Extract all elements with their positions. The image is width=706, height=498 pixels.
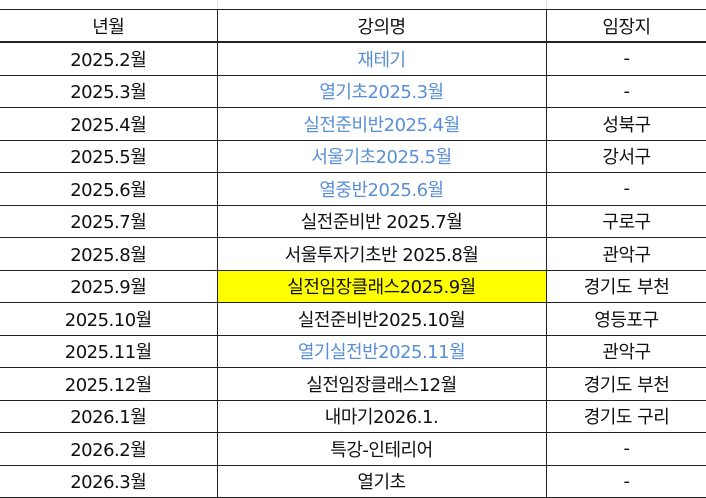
- gridline: [217, 0, 218, 9]
- lecture-cell[interactable]: 열기초: [216, 464, 547, 498]
- header-location[interactable]: 임장지: [545, 9, 706, 43]
- header-row: 년월 강의명 임장지: [0, 9, 706, 43]
- month-cell[interactable]: 2025.11월: [0, 334, 218, 368]
- location-cell[interactable]: -: [545, 172, 706, 206]
- table-row: 2025.11월 열기실전반2025.11월 관악구: [0, 334, 706, 368]
- month-cell[interactable]: 2025.10월: [0, 302, 218, 336]
- location-cell[interactable]: -: [545, 464, 706, 498]
- lecture-cell[interactable]: 실전임장클래스2025.9월: [216, 269, 547, 303]
- table-row: 2026.1월 내마기2026.1. 경기도 구리: [0, 399, 706, 433]
- location-cell[interactable]: 경기도 구리: [545, 399, 706, 433]
- month-cell[interactable]: 2025.5월: [0, 139, 218, 173]
- row-above-header: [0, 0, 706, 9]
- month-cell[interactable]: 2025.8월: [0, 237, 218, 271]
- lecture-cell[interactable]: 서울투자기초반 2025.8월: [216, 237, 547, 271]
- table-row: 2026.2월 특강-인테리어 -: [0, 432, 706, 466]
- lecture-cell[interactable]: 내마기2026.1.: [216, 399, 547, 433]
- month-cell[interactable]: 2026.1월: [0, 399, 218, 433]
- table-row: 2026.3월 열기초 -: [0, 464, 706, 498]
- lecture-cell[interactable]: 열기실전반2025.11월: [216, 334, 547, 368]
- gridline: [546, 0, 547, 9]
- location-cell[interactable]: 구로구: [545, 204, 706, 238]
- lecture-cell[interactable]: 실전준비반2025.10월: [216, 302, 547, 336]
- table-row: 2025.12월 실전임장클래스12월 경기도 부천: [0, 367, 706, 401]
- location-cell[interactable]: 영등포구: [545, 302, 706, 336]
- month-cell[interactable]: 2026.2월: [0, 432, 218, 466]
- month-cell[interactable]: 2025.7월: [0, 204, 218, 238]
- lecture-cell[interactable]: 특강-인테리어: [216, 432, 547, 466]
- table-row: 2025.3월 열기초2025.3월 -: [0, 74, 706, 108]
- month-cell[interactable]: 2025.3월: [0, 74, 218, 108]
- location-cell[interactable]: 경기도 부천: [545, 269, 706, 303]
- table-row: 2025.9월 실전임장클래스2025.9월 경기도 부천: [0, 269, 706, 303]
- table-row: 2025.7월 실전준비반 2025.7월 구로구: [0, 204, 706, 238]
- month-cell[interactable]: 2026.3월: [0, 464, 218, 498]
- location-cell[interactable]: 성북구: [545, 107, 706, 141]
- lecture-cell[interactable]: 실전준비반2025.4월: [216, 107, 547, 141]
- month-cell[interactable]: 2025.6월: [0, 172, 218, 206]
- lecture-schedule-table: 년월 강의명 임장지 2025.2월 재테기 -2025.3월 열기초2025.3월 -…: [0, 9, 706, 498]
- location-cell[interactable]: 강서구: [545, 139, 706, 173]
- lecture-cell[interactable]: 실전준비반 2025.7월: [216, 204, 547, 238]
- lecture-cell[interactable]: 열기초2025.3월: [216, 74, 547, 108]
- month-cell[interactable]: 2025.2월: [0, 41, 218, 76]
- table-row: 2025.10월 실전준비반2025.10월 영등포구: [0, 302, 706, 336]
- lecture-cell[interactable]: 재테기: [216, 41, 547, 76]
- header-lecture[interactable]: 강의명: [216, 9, 547, 43]
- month-cell[interactable]: 2025.4월: [0, 107, 218, 141]
- table-row: 2025.5월 서울기초2025.5월 강서구: [0, 139, 706, 173]
- lecture-cell[interactable]: 열중반2025.6월: [216, 172, 547, 206]
- table-row: 2025.8월 서울투자기초반 2025.8월 관악구: [0, 237, 706, 271]
- table-row: 2025.4월 실전준비반2025.4월 성북구: [0, 107, 706, 141]
- month-cell[interactable]: 2025.9월: [0, 269, 218, 303]
- table-row: 2025.6월 열중반2025.6월 -: [0, 172, 706, 206]
- lecture-cell[interactable]: 실전임장클래스12월: [216, 367, 547, 401]
- month-cell[interactable]: 2025.12월: [0, 367, 218, 401]
- location-cell[interactable]: 관악구: [545, 237, 706, 271]
- table-row: 2025.2월 재테기 -: [0, 41, 706, 76]
- location-cell[interactable]: -: [545, 432, 706, 466]
- location-cell[interactable]: -: [545, 74, 706, 108]
- location-cell[interactable]: 관악구: [545, 334, 706, 368]
- header-month[interactable]: 년월: [0, 9, 218, 43]
- lecture-cell[interactable]: 서울기초2025.5월: [216, 139, 547, 173]
- location-cell[interactable]: -: [545, 41, 706, 76]
- location-cell[interactable]: 경기도 부천: [545, 367, 706, 401]
